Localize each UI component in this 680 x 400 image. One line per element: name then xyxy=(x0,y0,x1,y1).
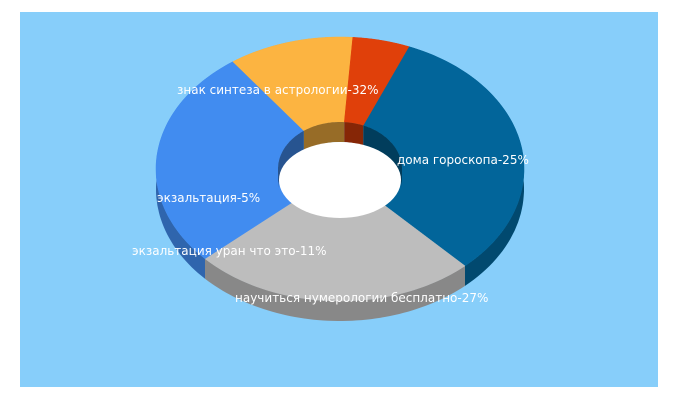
slice-labels: знак синтеза в астрологии-32% дома горос… xyxy=(132,83,529,305)
donut-hole xyxy=(279,142,401,218)
slice-side-1 xyxy=(205,258,465,321)
chart-panel: знак синтеза в астрологии-32% дома горос… xyxy=(20,12,658,387)
slice-top-layer xyxy=(155,36,525,302)
slice-inner-wall-0-0 xyxy=(363,125,402,189)
donut-chart: знак синтеза в астрологии-32% дома горос… xyxy=(20,12,658,387)
slice-label-numerologii: научиться нумерологии бесплатно-27% xyxy=(235,291,488,305)
slice-label-doma-goroskopa: дома гороскопа-25% xyxy=(397,153,529,167)
slice-label-znak-sinteza: знак синтеза в астрологии-32% xyxy=(177,83,379,97)
slice-inner-wall-4-0 xyxy=(344,122,364,146)
slice-inner-wall-3-0 xyxy=(303,122,345,151)
slice-label-ekzaltatsiya-uran: экзальтация уран что это-11% xyxy=(132,244,327,258)
slice-label-ekzaltatsiya: экзальтация-5% xyxy=(157,191,260,205)
